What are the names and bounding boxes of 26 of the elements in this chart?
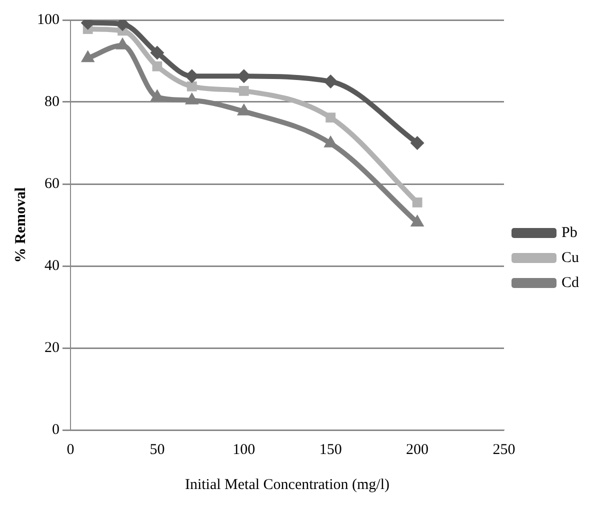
point bbox=[150, 46, 164, 60]
point bbox=[326, 112, 336, 123]
legend-label: Cd bbox=[561, 274, 580, 291]
x-tick-label: 200 bbox=[406, 442, 429, 458]
point bbox=[410, 214, 424, 227]
y-tick-label: 20 bbox=[44, 340, 60, 356]
legend-label: Pb bbox=[561, 224, 578, 241]
point bbox=[410, 136, 424, 150]
y-tick-label: 60 bbox=[44, 176, 60, 192]
x-tick-label: 250 bbox=[492, 442, 516, 458]
point bbox=[152, 61, 162, 72]
y-tick-label: 40 bbox=[44, 258, 60, 274]
y-axis-title: % Removal bbox=[12, 187, 29, 263]
y-tick-label: 0 bbox=[52, 422, 60, 438]
legend-label: Cu bbox=[561, 250, 580, 266]
y-tick-label: 80 bbox=[44, 94, 60, 110]
point bbox=[324, 74, 338, 88]
x-tick-label: 100 bbox=[232, 442, 256, 458]
x-axis-title: Initial Metal Concentration (mg/l) bbox=[184, 476, 390, 493]
x-tick-label: 150 bbox=[319, 442, 342, 458]
point bbox=[186, 81, 197, 92]
x-tick-label: 50 bbox=[150, 442, 165, 458]
point bbox=[238, 86, 249, 96]
point bbox=[412, 198, 422, 208]
x-tick-label: 0 bbox=[66, 442, 74, 458]
y-tick-label: 100 bbox=[37, 12, 60, 28]
